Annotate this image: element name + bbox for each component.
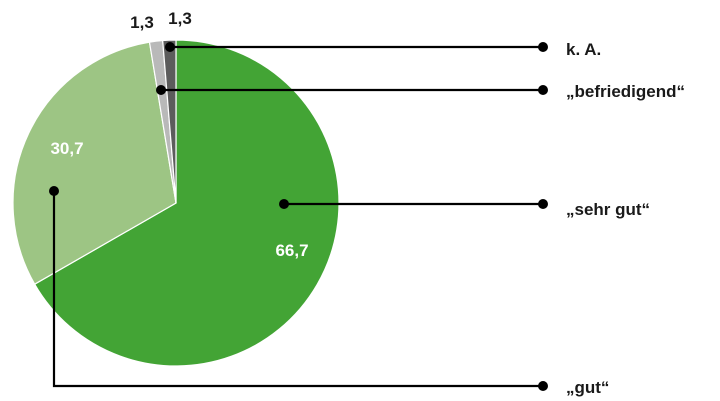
connector-lines bbox=[49, 42, 548, 391]
value-label-befriedigend: 1,3 bbox=[130, 13, 154, 32]
category-label-sehr-gut: „sehr gut“ bbox=[566, 200, 650, 219]
category-label-gut: „gut“ bbox=[566, 378, 609, 397]
connector-dot-gut-start bbox=[49, 186, 59, 196]
connector-dot-gut-end bbox=[538, 381, 548, 391]
connector-dot-sehr-gut-start bbox=[279, 199, 289, 209]
pie-slice-k-a bbox=[162, 39, 177, 204]
pie-slice-sehr-gut bbox=[33, 39, 340, 367]
value-label-gut: 30,7 bbox=[50, 139, 83, 158]
value-label-k-a: 1,3 bbox=[168, 9, 192, 28]
connector-line-gut bbox=[52, 191, 543, 388]
connector-dot-k-a-start bbox=[165, 42, 175, 52]
connector-dot-befriedigend-start bbox=[156, 85, 166, 95]
category-label-befriedigend: „befriedigend“ bbox=[566, 82, 685, 101]
connector-dot-befriedigend-end bbox=[538, 85, 548, 95]
chart-labels: 66,7 30,7 1,3 1,3 k. A. „befriedigend“ „… bbox=[50, 9, 685, 397]
connector-dot-k-a-end bbox=[538, 42, 548, 52]
value-label-sehr-gut: 66,7 bbox=[275, 241, 308, 260]
connector-dot-sehr-gut-end bbox=[538, 199, 548, 209]
pie-slices bbox=[12, 39, 340, 367]
category-label-k-a: k. A. bbox=[566, 40, 601, 59]
